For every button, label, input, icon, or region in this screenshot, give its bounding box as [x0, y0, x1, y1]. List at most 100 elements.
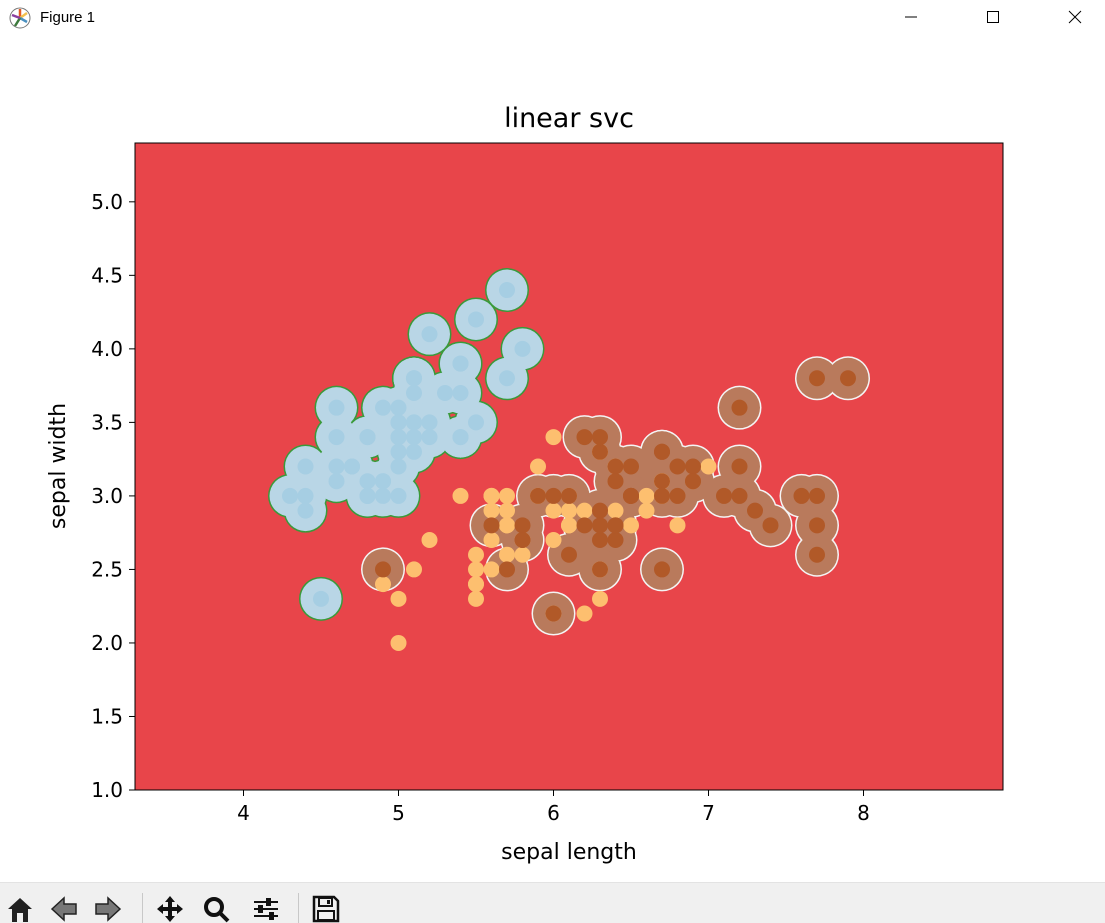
maximize-icon — [987, 11, 999, 23]
point-class-2 — [499, 561, 515, 578]
point-class-1 — [483, 532, 500, 549]
point-class-0 — [328, 458, 345, 475]
point-class-2 — [576, 517, 593, 534]
plot-background-region — [135, 143, 1003, 790]
zoom-magnifier-icon — [204, 897, 230, 923]
point-class-0 — [406, 370, 422, 387]
point-class-1 — [638, 487, 655, 504]
point-class-1 — [514, 546, 531, 563]
x-tick-label: 4 — [237, 801, 250, 825]
point-class-1 — [390, 590, 407, 607]
home-button[interactable] — [2, 891, 38, 923]
maximize-button[interactable] — [966, 0, 1022, 36]
point-class-2 — [592, 517, 608, 534]
point-class-2 — [576, 429, 593, 446]
point-class-2 — [592, 561, 608, 578]
point-class-1 — [669, 517, 686, 534]
configure-subplots-button[interactable] — [248, 891, 284, 923]
point-class-1 — [468, 546, 484, 563]
minimize-button[interactable] — [884, 0, 940, 36]
pan-button[interactable] — [152, 891, 188, 923]
point-class-2 — [623, 458, 639, 475]
point-class-2 — [669, 458, 686, 475]
point-class-2 — [545, 487, 562, 504]
y-tick-label: 4.0 — [91, 337, 123, 361]
point-class-2 — [530, 487, 546, 504]
point-class-0 — [344, 458, 360, 475]
close-button[interactable] — [1048, 0, 1104, 36]
back-button[interactable] — [46, 891, 82, 923]
point-class-2 — [483, 517, 500, 534]
point-class-1 — [530, 458, 546, 475]
forward-button[interactable] — [90, 891, 126, 923]
point-class-1 — [561, 517, 577, 534]
point-class-2 — [809, 370, 825, 387]
point-class-0 — [390, 443, 407, 460]
y-tick-label: 1.5 — [91, 704, 123, 728]
point-class-1 — [638, 502, 655, 519]
point-class-2 — [731, 487, 748, 504]
forward-arrow-icon — [95, 896, 122, 922]
point-class-2 — [545, 605, 562, 622]
x-tick-label: 8 — [857, 801, 870, 825]
plot-frame — [134, 142, 1004, 791]
point-class-1 — [592, 590, 608, 607]
point-class-2 — [514, 532, 531, 549]
configure-subplots-icon — [254, 898, 278, 920]
point-class-2 — [561, 487, 577, 504]
point-class-0 — [297, 458, 314, 475]
y-tick-label: 3.5 — [91, 410, 123, 434]
zoom-button[interactable] — [198, 891, 234, 923]
point-class-1 — [499, 487, 515, 504]
data-points — [282, 282, 856, 651]
point-class-2 — [685, 458, 701, 475]
point-class-0 — [421, 326, 438, 343]
point-class-0 — [452, 429, 469, 446]
point-class-2 — [840, 370, 856, 387]
point-class-1 — [623, 517, 639, 534]
point-class-1 — [483, 502, 500, 519]
x-axis-ticks: 4 5 6 7 8 — [237, 790, 870, 825]
window-title: Figure 1 — [40, 9, 96, 26]
close-icon — [1068, 10, 1082, 24]
point-class-1 — [406, 561, 422, 578]
point-class-0 — [390, 458, 407, 475]
x-axis-label: sepal length — [501, 840, 637, 865]
point-class-0 — [406, 443, 422, 460]
point-class-0 — [297, 487, 314, 504]
chart-title: linear svc — [504, 103, 634, 134]
point-class-0 — [437, 384, 453, 401]
point-class-2 — [607, 473, 624, 490]
point-class-2 — [716, 487, 732, 504]
y-axis-ticks: 1.0 1.5 2.0 2.5 3.0 3.5 4.0 4.5 5.0 — [91, 190, 135, 802]
window-titlebar: Figure 1 — [0, 0, 1105, 36]
point-class-1 — [499, 546, 515, 563]
save-button[interactable] — [308, 891, 344, 923]
point-class-1 — [468, 590, 484, 607]
y-axis-label: sepal width — [46, 403, 71, 529]
point-class-0 — [468, 311, 484, 328]
point-class-2 — [623, 487, 639, 504]
point-class-2 — [654, 443, 670, 460]
x-tick-label: 5 — [392, 801, 405, 825]
point-class-1 — [576, 502, 593, 519]
point-class-2 — [514, 517, 531, 534]
toolbar-separator — [298, 893, 299, 923]
point-class-0 — [375, 399, 391, 416]
point-class-0 — [328, 399, 345, 416]
point-class-2 — [592, 429, 608, 446]
y-tick-label: 1.0 — [91, 778, 123, 802]
point-class-0 — [499, 282, 515, 299]
point-class-2 — [561, 546, 577, 563]
point-class-1 — [499, 517, 515, 534]
point-class-1 — [545, 429, 562, 446]
point-class-1 — [700, 458, 717, 475]
point-class-0 — [514, 340, 531, 357]
figure-canvas[interactable]: 4 5 6 7 8 1.0 1.5 2.0 2.5 3.0 3.5 4.0 4.5 5.0 linear… — [0, 36, 1105, 882]
point-class-2 — [731, 458, 748, 475]
point-class-1 — [545, 532, 562, 549]
matplotlib-logo-icon — [8, 6, 32, 30]
point-class-0 — [390, 429, 407, 446]
point-class-0 — [406, 384, 422, 401]
point-class-2 — [654, 473, 670, 490]
